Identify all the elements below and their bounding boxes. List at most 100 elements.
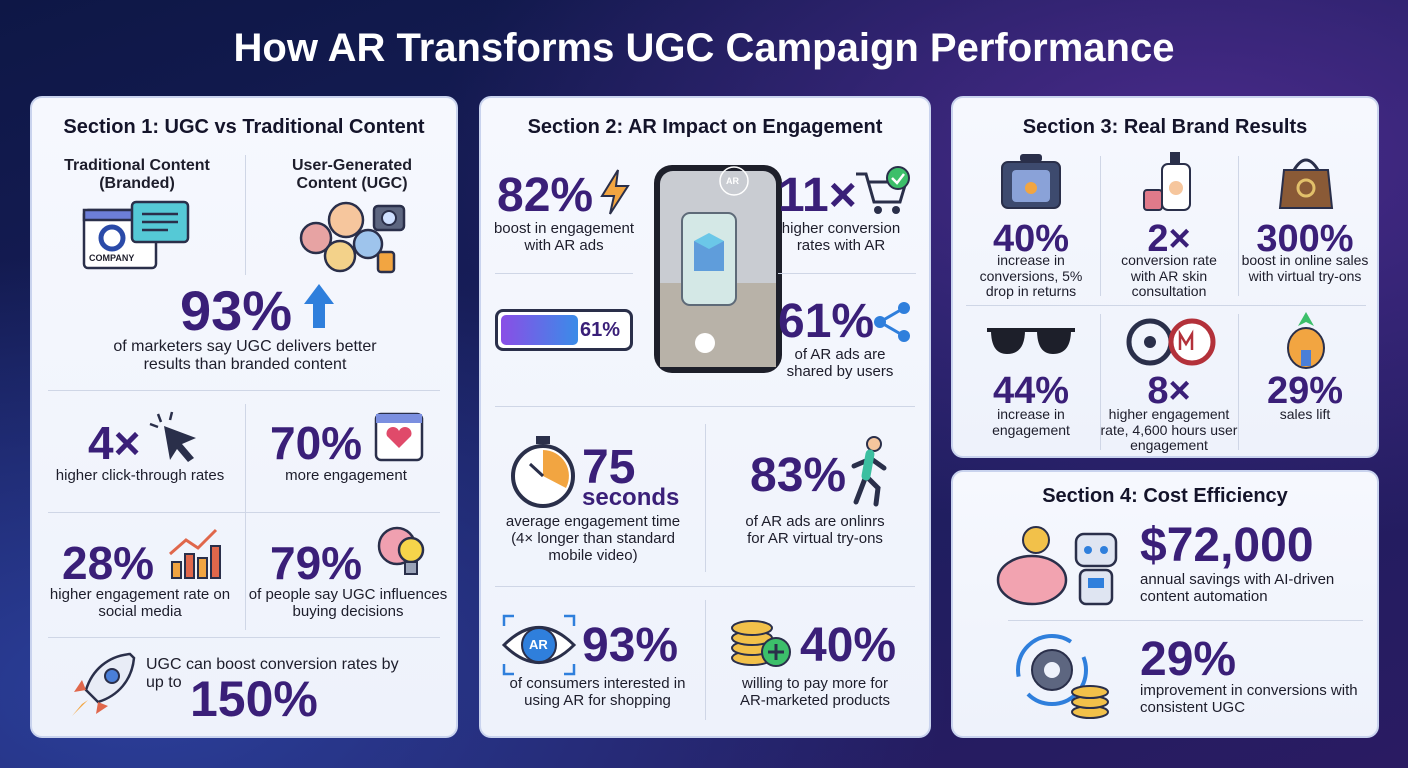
icon-part <box>731 620 773 636</box>
stat-text: higher engagement rate on social media <box>49 586 231 620</box>
icon-part <box>1170 152 1180 164</box>
icon-part <box>149 422 159 429</box>
icon-part <box>376 250 396 274</box>
icon-part <box>600 169 630 215</box>
divider <box>48 637 440 638</box>
gear-coins-icon <box>1016 634 1109 719</box>
bolt-icon <box>600 169 630 215</box>
result-value: 40% <box>992 218 1070 260</box>
phone-icon <box>654 165 782 373</box>
icon-part <box>1287 327 1325 369</box>
divider <box>705 600 706 720</box>
steering-icon <box>1126 318 1216 366</box>
icon-part <box>694 233 724 249</box>
result-text: higher engagement rate, 4,600 hours user… <box>1100 406 1238 454</box>
eye-label: AR <box>529 637 548 652</box>
hero-text: of marketers say UGC delivers better res… <box>113 338 377 373</box>
icon-part <box>171 561 182 579</box>
icon-part <box>536 436 550 444</box>
icon-part <box>874 206 882 214</box>
stat-text: higher click-through rates <box>55 467 225 484</box>
rocket-icon <box>72 652 136 716</box>
pineapple-house-icon <box>1287 312 1325 369</box>
icon-part <box>1071 685 1109 699</box>
company-icon <box>82 200 190 270</box>
stat-value: 28% <box>62 537 155 589</box>
timer-icon <box>511 436 575 508</box>
icon-part <box>323 239 357 273</box>
pet-carrier-icon <box>1001 154 1061 209</box>
stat-text: of AR ads are shared by users <box>786 346 894 380</box>
divider <box>48 390 440 391</box>
divider <box>1008 620 1363 621</box>
icon-part <box>1298 312 1314 326</box>
divider <box>1100 156 1101 296</box>
icon-part <box>98 224 126 252</box>
cart-icon <box>856 166 910 214</box>
icon-part <box>327 201 365 239</box>
result-value: 8× <box>1147 370 1191 412</box>
cost-text: annual savings with AI-driven content au… <box>1140 571 1335 605</box>
icon-part <box>164 426 196 462</box>
divider <box>495 586 915 587</box>
coins-icon <box>731 620 791 667</box>
phone-badge: AR <box>726 176 739 186</box>
share-icon <box>874 302 910 342</box>
icon-part <box>719 166 749 196</box>
icon-part <box>891 173 905 185</box>
growth-chart-icon <box>169 528 221 579</box>
result-text: increase in engagement <box>992 406 1070 438</box>
icon-part <box>1301 350 1311 366</box>
result-text: conversion rate with AR skin consultatio… <box>1121 252 1217 300</box>
icon-part <box>197 557 208 579</box>
cost-text: improvement in conversions with consiste… <box>1140 682 1358 716</box>
stat-text: willing to pay more for AR-marketed prod… <box>739 675 891 709</box>
icon-part <box>168 411 174 421</box>
icon-part <box>861 449 875 481</box>
idea-icon <box>377 526 425 575</box>
cost-value: $72,000 <box>1140 519 1314 572</box>
icon-part <box>376 414 422 423</box>
icon-part <box>169 528 218 556</box>
icon-part <box>72 700 88 716</box>
icon-part <box>304 284 334 328</box>
handbag-icon <box>1278 158 1334 209</box>
icon-part <box>1178 329 1194 350</box>
icon-part <box>768 644 784 660</box>
stat-text: average engagement time (4× longer than … <box>505 513 681 564</box>
stat-value: 40% <box>800 619 897 672</box>
icon-part <box>695 333 715 353</box>
section-panel <box>951 96 1379 458</box>
icon-part <box>1100 546 1108 554</box>
icon-part <box>1020 154 1042 162</box>
icon-part <box>386 427 412 448</box>
stat-value: 70% <box>270 417 363 469</box>
section-heading: Section 4: Cost Efficiency <box>1042 485 1288 507</box>
stat-unit: seconds <box>582 484 680 511</box>
icon-part <box>397 536 425 564</box>
cursor-icon <box>149 411 196 462</box>
icon-part <box>74 680 86 692</box>
icon-part <box>1022 526 1050 554</box>
icon-label: COMPANY <box>89 253 135 263</box>
heart-post-icon <box>374 412 424 462</box>
icon-part <box>1144 336 1156 348</box>
stat-value: 11× <box>778 169 857 222</box>
title: How AR Transforms UGC Campaign Performan… <box>233 26 1175 70</box>
stat-value: 61% <box>778 295 875 348</box>
result-value: 29% <box>1266 370 1344 412</box>
result-value: 300% <box>1256 218 1354 260</box>
icon-part <box>1074 532 1118 568</box>
result-text: increase in conversions, 5% drop in retu… <box>979 252 1083 300</box>
result-text: sales lift <box>1279 406 1331 422</box>
icon-part <box>210 545 221 579</box>
icon-part <box>184 553 195 579</box>
icon-part <box>1292 158 1320 171</box>
icon-part <box>996 554 1068 606</box>
stat-value: 75 <box>582 441 636 494</box>
icon-part <box>1025 182 1037 194</box>
result-value: 44% <box>992 370 1070 412</box>
sunglasses-icon <box>987 328 1075 354</box>
eye-icon <box>501 614 577 676</box>
